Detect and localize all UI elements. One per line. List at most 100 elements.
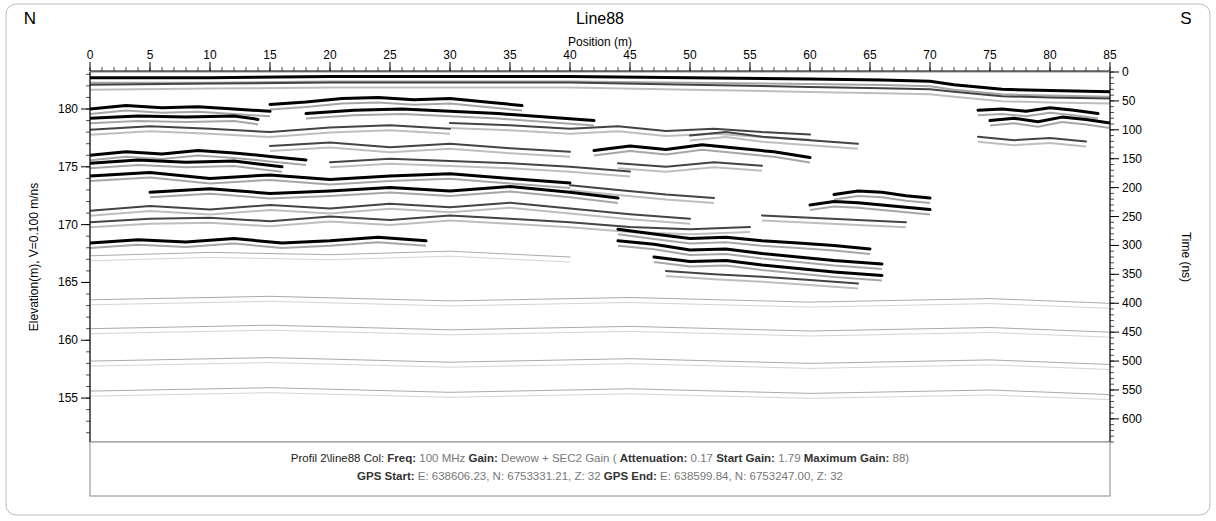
reflector [90,358,1110,365]
minor-tick [126,67,127,71]
minor-tick [378,67,379,71]
minor-tick [1110,343,1114,344]
minor-tick [678,67,679,71]
minor-tick [86,328,90,329]
minor-tick [918,67,919,71]
minor-tick [1038,67,1039,71]
y2-tick [1110,187,1119,188]
minor-tick [198,67,199,71]
y2-tick [1110,100,1119,101]
reflector [570,185,714,198]
caption-value: 100 MHz [419,452,468,464]
reflector [90,106,270,112]
minor-tick [1110,384,1114,385]
minor-tick [954,67,955,71]
reflector [834,191,930,198]
x-tick-label: 60 [803,48,817,62]
minor-tick [1110,378,1114,379]
minor-tick [1110,424,1114,425]
reflector [666,271,858,284]
minor-tick [318,67,319,71]
minor-tick [1110,280,1114,281]
minor-tick [86,270,90,271]
minor-tick [774,67,775,71]
minor-tick [1110,228,1114,229]
y2-tick [1110,129,1119,130]
minor-tick [582,67,583,71]
outer-frame [6,4,1210,515]
minor-tick [1110,257,1114,258]
minor-tick [138,67,139,71]
minor-tick [1110,326,1114,327]
minor-tick [86,374,90,375]
minor-tick [498,67,499,71]
y2-tick-label: 100 [1122,123,1142,137]
minor-tick [1110,164,1114,165]
reflector [690,132,858,144]
minor-tick [894,67,895,71]
minor-tick [1062,67,1063,71]
minor-tick [162,67,163,71]
reflector [90,151,306,160]
minor-tick [1110,436,1114,437]
x-tick [810,62,811,71]
minor-tick [1110,366,1114,367]
y-tick-label: 180 [58,102,78,116]
reflector [90,251,570,257]
x-tick-label: 65 [863,48,877,62]
reflector-echo [330,164,630,177]
x-tick-label: 25 [383,48,397,62]
minor-tick [114,67,115,71]
minor-tick [942,67,943,71]
x-tick [570,62,571,71]
reflector [90,237,426,243]
minor-tick [1110,170,1114,171]
minor-tick [1110,442,1114,443]
minor-tick [426,67,427,71]
minor-tick [86,74,90,75]
minor-tick [1110,222,1114,223]
reflector-echo [450,128,810,139]
reflector [90,215,750,229]
y-tick-label: 160 [58,333,78,347]
x-tick [330,62,331,71]
minor-tick [1110,413,1114,414]
minor-tick [86,259,90,260]
title: Line88 [576,10,624,27]
minor-tick [258,67,259,71]
minor-tick [1110,77,1114,78]
y2-tick-label: 0 [1122,65,1129,79]
minor-tick [1110,233,1114,234]
minor-tick [1074,67,1075,71]
minor-tick [1086,67,1087,71]
minor-tick [102,67,103,71]
minor-tick [714,67,715,71]
reflector-echo [90,165,282,172]
y-tick [81,340,90,341]
minor-tick [834,67,835,71]
x-tick-label: 15 [263,48,277,62]
y2-tick-label: 600 [1122,412,1142,426]
x-tick [510,62,511,71]
minor-tick [1110,262,1114,263]
reflector [90,325,1110,332]
minor-tick [534,67,535,71]
minor-tick [1110,124,1114,125]
reflector-echo [90,121,258,125]
minor-tick [306,67,307,71]
y2-tick-label: 250 [1122,210,1142,224]
y-tick-label: 175 [58,160,78,174]
x-tick-label: 70 [923,48,937,62]
minor-tick [366,67,367,71]
caption-label: GPS Start: [357,470,418,482]
caption-label: Attenuation: [620,452,691,464]
minor-tick [1110,118,1114,119]
minor-tick [86,432,90,433]
reflector [306,109,594,121]
y2-tick [1110,245,1119,246]
y-tick-label: 155 [58,391,78,405]
minor-tick [1110,291,1114,292]
caption-value: 88) [893,452,910,464]
x-tick [930,62,931,71]
y2-tick-label: 300 [1122,238,1142,252]
